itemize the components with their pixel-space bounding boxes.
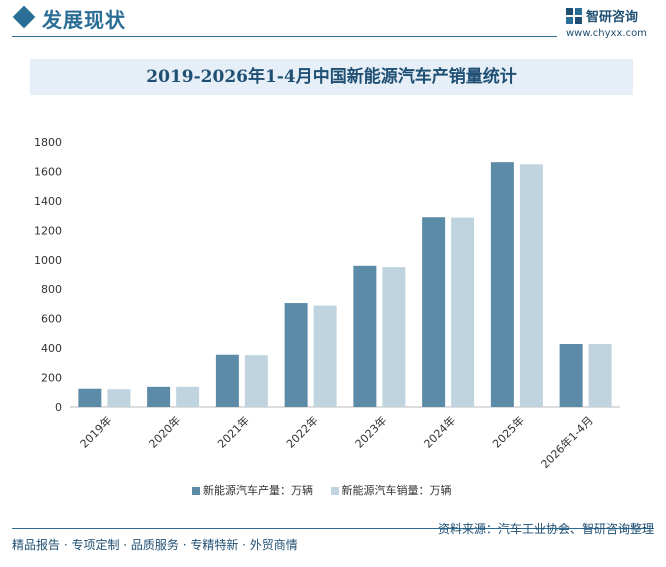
- chart-title-band: 2019-2026年1-4月中国新能源汽车产销量统计: [30, 59, 633, 95]
- bar-production: [422, 217, 446, 407]
- y-tick-label: 400: [41, 342, 62, 355]
- x-tick-label: 2026年1-4月: [538, 413, 596, 471]
- logo-mark-icon: [566, 8, 582, 24]
- legend-swatch-sales: [330, 487, 339, 495]
- bar-production: [559, 343, 583, 407]
- chart-legend: 新能源汽车产量：万辆 新能源汽车销量：万辆: [192, 482, 466, 498]
- footer-divider: [12, 528, 654, 529]
- legend-swatch-production: [192, 487, 200, 495]
- y-tick-label: 1000: [34, 254, 62, 267]
- bar-sales: [313, 305, 337, 407]
- header-divider: [12, 36, 557, 37]
- legend-item-sales: 新能源汽车销量：万辆: [330, 482, 452, 498]
- bar-production: [147, 386, 171, 407]
- y-tick-label: 1200: [34, 224, 62, 237]
- x-tick-label: 2021年: [215, 413, 252, 450]
- x-tick-label: 2025年: [490, 413, 527, 450]
- logo-name: 智研咨询: [586, 10, 639, 25]
- x-tick-label: 2023年: [352, 413, 389, 450]
- y-tick-label: 1600: [34, 165, 62, 178]
- x-tick-label: 2022年: [283, 413, 320, 450]
- bar-production: [215, 354, 239, 407]
- bar-production: [353, 265, 377, 407]
- section-title: 发展现状: [42, 8, 126, 32]
- service-tagline: 精品报告 · 专项定制 · 品质服务 · 专精特新 · 外贸商情: [12, 538, 298, 552]
- brand-logo[interactable]: 智研咨询 www.chyxx.com: [566, 6, 662, 44]
- bar-chart: 0 200 400 600 800 1000 1200 1400 1600 1800 2019年 20…: [34, 136, 620, 471]
- y-tick-label: 1800: [34, 136, 62, 149]
- x-tick-label: 2019年: [77, 413, 114, 450]
- legend-label-sales: 新能源汽车销量：万辆: [341, 484, 452, 497]
- bar-production: [78, 388, 102, 407]
- bar-sales: [107, 389, 131, 407]
- chart-title: 2019-2026年1-4月中国新能源汽车产销量统计: [146, 67, 517, 87]
- source-note: 资料来源：汽车工业协会、智研咨询整理: [437, 522, 654, 536]
- bar-sales: [382, 267, 406, 407]
- y-tick-label: 1400: [34, 195, 62, 208]
- logo-url[interactable]: www.chyxx.com: [566, 28, 647, 39]
- legend-label-production: 新能源汽车产量：万辆: [203, 484, 313, 497]
- bar-production: [284, 303, 308, 407]
- bar-sales: [176, 386, 200, 407]
- bar-sales: [451, 217, 475, 407]
- legend-item-production: 新能源汽车产量：万辆: [192, 482, 313, 498]
- bar-production: [490, 162, 514, 407]
- x-tick-label: 2020年: [146, 413, 183, 450]
- y-tick-label: 0: [55, 401, 62, 414]
- x-tick-label: 2024年: [421, 413, 458, 450]
- page-header: 发展现状 智研咨询 www.chyxx.com: [0, 0, 666, 44]
- bar-sales: [244, 355, 268, 407]
- bar-sales: [588, 343, 612, 407]
- y-tick-label: 200: [41, 372, 62, 385]
- y-tick-label: 800: [41, 283, 62, 296]
- bar-sales: [519, 164, 543, 407]
- y-tick-label: 600: [41, 313, 62, 326]
